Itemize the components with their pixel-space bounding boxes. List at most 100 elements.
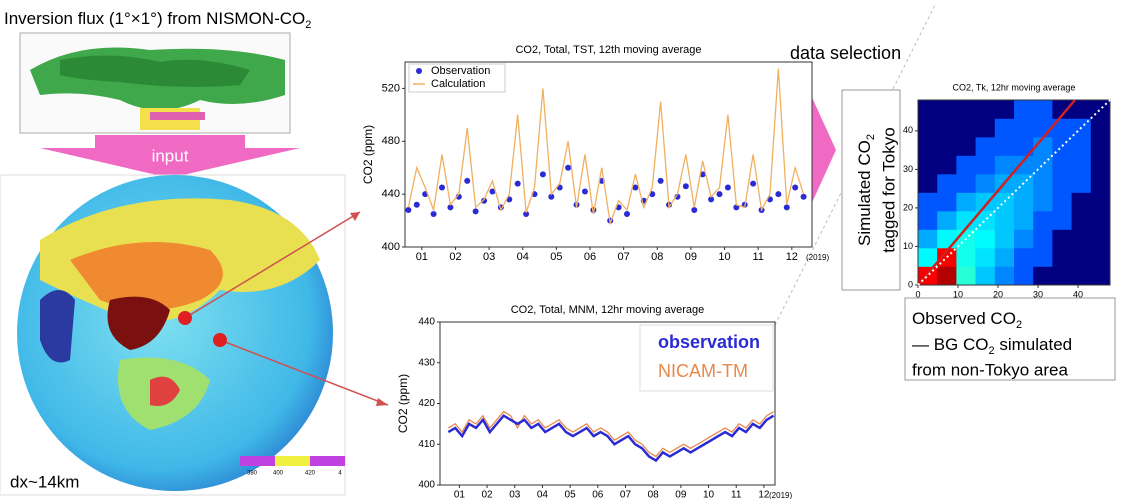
data-point	[792, 184, 799, 191]
data-point	[581, 188, 588, 195]
pointer-arrow	[184, 211, 361, 319]
data-point	[439, 184, 445, 191]
x-tick-label: 05	[565, 490, 577, 499]
y-tick-label: 440	[418, 317, 435, 328]
x-tick-label: 12	[786, 251, 798, 263]
data-point	[489, 188, 496, 195]
heatmap-cell	[1014, 229, 1034, 249]
heatmap-cell	[1090, 118, 1111, 138]
heatmap-cell	[1052, 248, 1072, 267]
heatmap-cell	[1033, 192, 1053, 212]
colorbar-tick: 380	[247, 471, 258, 477]
heatmap-cell	[1014, 137, 1034, 156]
x-tick-label: 02	[482, 490, 494, 499]
x-tick-label: 04	[537, 490, 549, 499]
heatmap-cell	[937, 266, 957, 286]
heatmap-cell	[1071, 229, 1092, 249]
heatmap-overlay	[917, 99, 1111, 286]
data-point	[447, 204, 454, 211]
arrow-head	[376, 398, 388, 406]
heatmap-cell	[1014, 211, 1034, 230]
data-point	[674, 193, 681, 200]
x-tick-label: 01	[416, 251, 428, 263]
heatmap-cell	[1090, 248, 1111, 267]
heatmap-ylabel: tagged for Tokyo	[879, 127, 898, 252]
chart-title: CO2, Total, MNM, 12hr moving average	[511, 304, 705, 316]
heatmap-cell	[1052, 192, 1072, 212]
input-arrow	[40, 135, 300, 178]
heatmap-cell	[1052, 118, 1072, 138]
y-tick-label: 400	[418, 480, 435, 491]
x-tick-label: 11	[731, 490, 742, 499]
x-tick-label: 05	[550, 251, 562, 263]
y-tick-label: 400	[382, 241, 400, 253]
y-tick-label: 20	[903, 202, 913, 212]
x-tick-label: 07	[618, 251, 630, 263]
heatmap-cell	[1052, 229, 1072, 249]
heatmap-cell	[1052, 155, 1072, 175]
heatmap-cell	[994, 266, 1015, 286]
legend-label: observation	[658, 332, 760, 352]
data-point	[716, 191, 723, 198]
x-tick-label: 03	[483, 251, 495, 263]
heatmap-cell	[1071, 192, 1092, 212]
heatmap-cell	[1052, 266, 1072, 286]
heatmap-cell	[1014, 248, 1034, 267]
y-tick-label: 410	[418, 439, 435, 450]
plot-frame	[917, 99, 1111, 286]
heatmap-cell	[1090, 174, 1111, 193]
series-line	[447, 410, 774, 458]
heatmap-cell	[1033, 100, 1053, 119]
heatmap-cell	[956, 118, 976, 138]
heatmap-cell	[1071, 266, 1092, 286]
heatmap-cell	[1033, 211, 1053, 230]
data-point	[624, 210, 630, 217]
series-line	[407, 68, 805, 226]
pointer-arrow	[219, 339, 389, 406]
x-tick-label: 02	[449, 251, 461, 263]
data-point	[539, 171, 546, 178]
input-label: input	[152, 146, 189, 165]
heatmap-cell	[956, 137, 976, 156]
heatmap-cell	[1071, 137, 1092, 156]
data-point	[800, 193, 807, 200]
x-tick-label: 08	[648, 490, 660, 499]
heatmap-cell	[975, 266, 996, 286]
heatmap-cell	[975, 155, 996, 175]
heatmap-cell	[937, 192, 957, 212]
heatmap-cell	[956, 100, 976, 119]
heatmap-cell	[956, 174, 976, 193]
x-tick-label: 06	[584, 251, 596, 263]
heatmap-cell	[1033, 174, 1053, 193]
site-marker	[213, 333, 227, 347]
data-point	[682, 183, 689, 190]
heatmap-cell	[994, 137, 1015, 156]
heatmap-cell	[937, 100, 957, 119]
heatmap-ylabel: Simulated CO2	[855, 134, 876, 246]
x-tick-label: 12	[758, 490, 770, 499]
y-axis-label: CO2 (ppm)	[396, 374, 410, 433]
x-tick-label: 08	[651, 251, 663, 263]
heatmap-xlabel: — BG CO2 simulated	[912, 335, 1072, 356]
x-tick-label: 01	[454, 490, 466, 499]
heatmap-cell	[956, 192, 976, 212]
colorbar-tick: 420	[305, 471, 316, 477]
heatmap-cell	[1033, 266, 1053, 286]
heatmap-cell	[1014, 192, 1034, 212]
data-point	[430, 210, 437, 217]
heatmap-cell	[918, 192, 938, 212]
heatmap-cell	[956, 211, 976, 230]
heatmap-cell	[994, 211, 1015, 230]
heatmap-cell	[975, 174, 996, 193]
y-axis-label: CO2 (ppm)	[361, 125, 375, 184]
data-point	[514, 180, 521, 187]
y-tick-label: 520	[382, 82, 400, 94]
legend-box	[408, 63, 506, 93]
y-tick-label: 10	[903, 241, 913, 251]
flux-map	[19, 32, 291, 134]
y-tick-label: 30	[903, 164, 913, 174]
heatmap-cell	[956, 248, 976, 267]
heatmap-cell	[994, 229, 1015, 249]
x-tick-label: 20	[993, 289, 1003, 299]
heatmap-cell	[1090, 155, 1111, 175]
